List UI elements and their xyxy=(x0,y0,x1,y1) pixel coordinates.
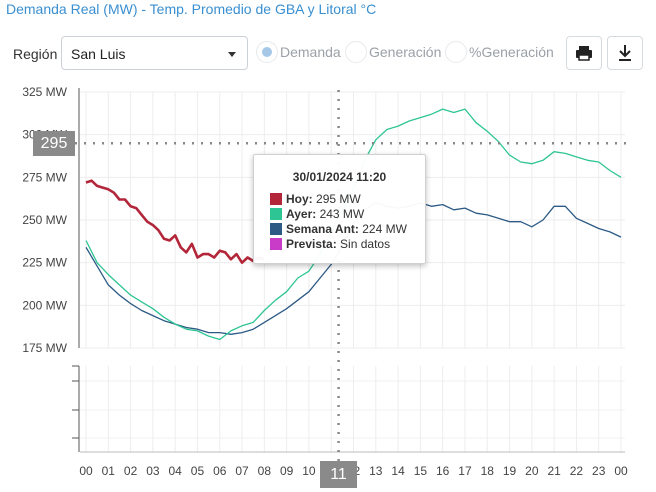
legend-swatch xyxy=(270,223,282,235)
y-tick-label: 175 MW xyxy=(22,341,67,355)
chart-title: Demanda Real (MW) - Temp. Promedio de GB… xyxy=(6,1,377,17)
x-tick-label: 19 xyxy=(503,464,517,478)
radio-label: %Generación xyxy=(469,44,554,60)
x-tick-label: 09 xyxy=(280,464,294,478)
x-tick-label: 20 xyxy=(525,464,539,478)
series-line-hoy xyxy=(85,179,265,265)
x-tick-label: 02 xyxy=(124,464,138,478)
tooltip-key: Ayer: xyxy=(286,207,317,221)
download-icon xyxy=(619,45,631,61)
radio-label: Demanda xyxy=(280,44,341,60)
chevron-down-icon xyxy=(228,52,236,57)
x-tick-label: 07 xyxy=(235,464,249,478)
region-select[interactable]: San Luis xyxy=(61,36,248,70)
x-tick-label: 21 xyxy=(547,464,561,478)
tooltip-datetime: 30/01/2024 11:20 xyxy=(292,170,387,184)
radio-circle[interactable] xyxy=(256,41,278,63)
tooltip-value: 295 MW xyxy=(316,192,361,206)
tooltip-row-ayer: Ayer: 243 MW xyxy=(270,207,364,221)
radio-label: Generación xyxy=(369,44,442,60)
printer-icon xyxy=(576,46,592,61)
x-tick-label: 05 xyxy=(191,464,205,478)
print-button[interactable] xyxy=(566,36,602,70)
x-tick-label: 00 xyxy=(79,464,93,478)
tooltip-key: Prevista: xyxy=(286,237,337,251)
x-tick-label: 10 xyxy=(302,464,316,478)
x-tick-label: 00 xyxy=(614,464,628,478)
grid xyxy=(80,91,625,452)
tooltip: 30/01/2024 11:20 Hoy: 295 MW Ayer: 243 M… xyxy=(253,154,426,264)
radio-circle[interactable] xyxy=(445,41,467,63)
tooltip-row-hoy: Hoy: 295 MW xyxy=(270,192,361,206)
y-tick-label: 325 MW xyxy=(22,85,67,99)
x-tick-label: 06 xyxy=(213,464,227,478)
controls-bar: Región San Luis Demanda Generación %Gene… xyxy=(0,36,656,72)
y-tick-label: 200 MW xyxy=(22,298,67,312)
radio-circle[interactable] xyxy=(345,41,367,63)
crosshair-x-label: 11 xyxy=(320,461,357,488)
legend-swatch xyxy=(270,208,282,220)
x-tick-label: 04 xyxy=(168,464,182,478)
y-tick-label: 225 MW xyxy=(22,256,67,270)
tooltip-value: 224 MW xyxy=(362,222,407,236)
legend-swatch xyxy=(270,193,282,205)
y-tick-label: 275 MW xyxy=(22,170,67,184)
x-tick-label: 18 xyxy=(481,464,495,478)
x-tick-label: 13 xyxy=(369,464,383,478)
x-tick-label: 01 xyxy=(102,464,116,478)
tooltip-row-semana: Semana Ant: 224 MW xyxy=(270,222,407,236)
crosshair xyxy=(75,90,630,462)
x-tick-label: 14 xyxy=(391,464,405,478)
x-tick-label: 08 xyxy=(258,464,272,478)
crosshair-y-label: 295 xyxy=(33,131,75,156)
tooltip-value: Sin datos xyxy=(340,237,391,251)
tooltip-value: 243 MW xyxy=(319,207,365,221)
x-tick-label: 22 xyxy=(570,464,584,478)
region-label: Región xyxy=(13,46,58,62)
y-tick-label: 250 MW xyxy=(22,213,67,227)
legend-swatch xyxy=(270,238,282,250)
download-button[interactable] xyxy=(607,36,643,70)
region-value: San Luis xyxy=(71,46,126,62)
tooltip-key: Hoy: xyxy=(286,192,313,206)
x-tick-label: 16 xyxy=(436,464,450,478)
tooltip-key: Semana Ant: xyxy=(286,222,359,236)
tooltip-row-prevista: Prevista: Sin datos xyxy=(270,237,390,251)
x-tick-label: 23 xyxy=(592,464,606,478)
x-tick-label: 17 xyxy=(458,464,472,478)
x-tick-label: 15 xyxy=(414,464,428,478)
x-tick-label: 03 xyxy=(146,464,160,478)
